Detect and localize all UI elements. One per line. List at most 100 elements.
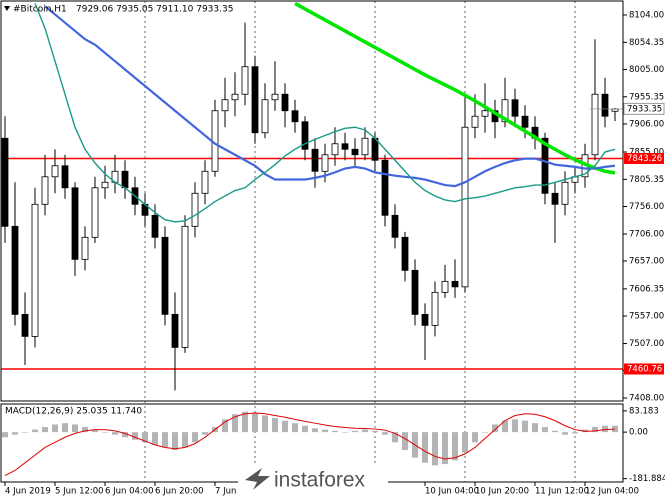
macd-bar (442, 432, 448, 465)
candle-body (51, 165, 59, 178)
candle-body (41, 176, 49, 205)
moving-average (294, 1, 616, 175)
candle-body (321, 154, 329, 172)
x-tick-label: 7 Jun 12 (215, 487, 250, 497)
candle-body (601, 93, 609, 117)
macd-bar (302, 425, 308, 433)
candle-body (191, 192, 199, 227)
y-tick-label: 0.00 (629, 428, 648, 438)
macd-bar (2, 432, 8, 438)
macd-bar (512, 419, 518, 433)
candle-body (611, 108, 619, 112)
macd-bar (362, 429, 368, 433)
macd-bar (472, 432, 478, 443)
collapse-icon[interactable] (4, 6, 10, 11)
y-tick-label: 7756.00 (629, 202, 664, 212)
x-tick-label: 6 Jun 20:00 (155, 487, 204, 497)
macd-bar (292, 423, 298, 433)
main-plot (1, 1, 623, 391)
y-tick-label: 7805.35 (629, 175, 664, 185)
candle-body (231, 93, 239, 101)
macd-bar (612, 425, 618, 433)
macd-bar (262, 415, 268, 433)
macd-bar (452, 432, 458, 461)
candle-body (481, 110, 489, 117)
y-tick-label: 7408.00 (629, 394, 664, 404)
macd-bar (552, 430, 558, 433)
signal-line (4, 412, 616, 477)
x-tick-label: 5 Jun 12:00 (55, 487, 104, 497)
watermark-text: instaforex (274, 469, 366, 492)
macd-bar (202, 432, 208, 435)
x-tick-label: 10 Jun 04:00 (425, 487, 479, 497)
x-tick-label: 4 Jun 2019 (5, 487, 51, 497)
candle-body (1, 137, 9, 227)
main-frame (0, 0, 624, 402)
candle-body (291, 110, 299, 123)
candle-body (181, 225, 189, 348)
macd-bar (432, 432, 438, 466)
candle-body (591, 93, 599, 156)
candle-body (221, 99, 229, 112)
macd-bar (522, 420, 528, 433)
macd-bar (332, 430, 338, 433)
macd-bar (382, 432, 388, 435)
macd-bar (162, 432, 168, 448)
candle-body (261, 99, 269, 134)
macd-bar (182, 432, 188, 448)
candle-body (541, 137, 549, 194)
moving-average (34, 3, 616, 223)
macd-bar (602, 425, 608, 433)
candle-body (421, 313, 429, 326)
candle-body (411, 269, 419, 315)
macd-bar (52, 424, 58, 433)
macd-bar (322, 429, 328, 433)
macd-bar (132, 432, 138, 440)
moving-average (44, 5, 616, 188)
macd-plot (2, 411, 618, 477)
macd-bar (12, 432, 18, 435)
macd-bar (282, 420, 288, 433)
y-tick-label: 8054.35 (629, 38, 664, 48)
macd-bar (402, 432, 408, 451)
candle-body (521, 115, 529, 128)
macd-bar (562, 432, 568, 435)
candle-body (101, 181, 109, 189)
macd-bar (192, 432, 198, 443)
candle-body (551, 192, 559, 205)
candle-body (301, 121, 309, 150)
macd-bar (582, 429, 588, 433)
candle-body (401, 236, 409, 271)
candle-body (21, 313, 29, 337)
macd-bar (392, 432, 398, 443)
macd-bar (422, 432, 428, 463)
candle-body (381, 159, 389, 216)
candle-body (511, 99, 519, 117)
y-tick-label: 7606.35 (629, 284, 664, 294)
macd-bar (252, 412, 258, 433)
candle-body (471, 115, 479, 128)
y-tick-label: 7507.00 (629, 339, 664, 349)
candle-body (451, 280, 459, 288)
candle-body (331, 143, 339, 156)
macd-bar (152, 432, 158, 445)
macd-bar (42, 427, 48, 433)
x-tick-label: 12 Jun 04:00 (585, 487, 639, 497)
macd-bar (352, 430, 358, 433)
macd-bar (272, 418, 278, 433)
macd-bar (492, 424, 498, 433)
watermark: instaforex (238, 463, 388, 497)
macd-bar (92, 429, 98, 433)
y-tick-label: 8005.00 (629, 65, 664, 75)
candle-body (361, 137, 369, 156)
candle-body (161, 236, 169, 315)
y-tick-label: 7657.00 (629, 256, 664, 266)
macd-bar (232, 414, 238, 433)
chart-title: #Bitcoin,H1 (13, 5, 67, 15)
level-label-bg (624, 363, 664, 375)
candle-body (171, 313, 179, 348)
candle-body (71, 187, 79, 260)
y-tick-label: 7955.35 (629, 92, 664, 102)
macd-bar (372, 430, 378, 433)
